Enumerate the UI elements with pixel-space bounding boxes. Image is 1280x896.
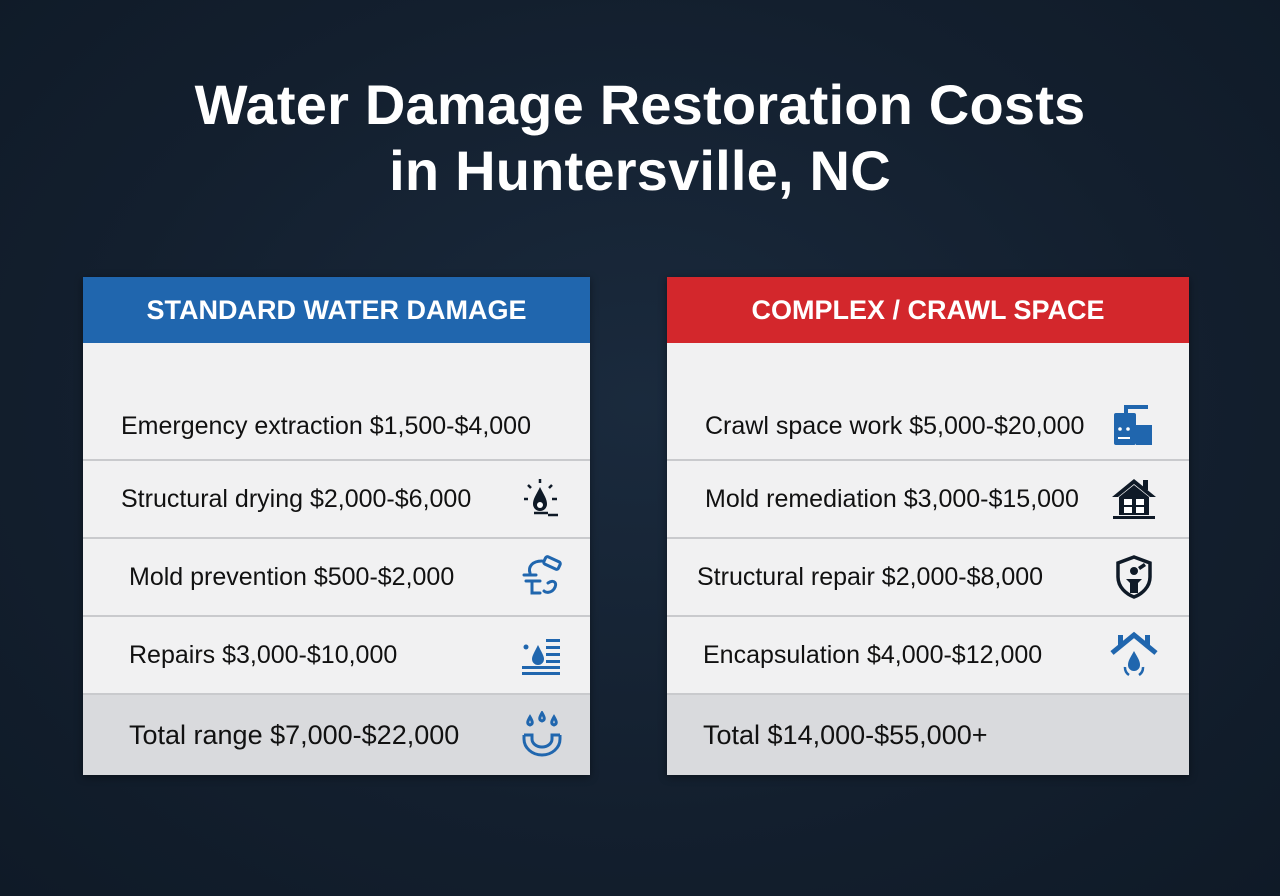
table-row: Emergency extraction $1,500-$4,000 [83, 343, 590, 461]
table-row-total: Total $14,000-$55,000+ [667, 695, 1189, 775]
table-row: Crawl space work $5,000-$20,000 [667, 343, 1189, 461]
flood-wall-icon [522, 639, 560, 675]
table-row: Mold prevention $500-$2,000 [83, 539, 590, 617]
table-row: Encapsulation $4,000-$12,000 [667, 617, 1189, 695]
drops-pipe-icon [522, 711, 562, 757]
standard-water-damage-card: STANDARD WATER DAMAGE Emergency extracti… [83, 277, 590, 775]
table-row-total: Total range $7,000-$22,000 [83, 695, 590, 775]
house-icon [1112, 479, 1156, 519]
row-label: Mold prevention $500-$2,000 [129, 562, 455, 591]
title-line-1: Water Damage Restoration Costs [194, 73, 1086, 136]
title-line-2: in Huntersville, NC [389, 139, 891, 202]
complex-header: COMPLEX / CRAWL SPACE [667, 277, 1189, 343]
row-label: Total range $7,000-$22,000 [129, 719, 460, 750]
row-label: Emergency extraction $1,500-$4,000 [121, 412, 531, 440]
row-label: Crawl space work $5,000-$20,000 [705, 412, 1085, 440]
complex-crawl-space-card: COMPLEX / CRAWL SPACE Crawl space work $… [667, 277, 1189, 775]
table-row: Structural repair $2,000-$8,000 [667, 539, 1189, 617]
row-label: Total $14,000-$55,000+ [703, 719, 988, 750]
table-row: Repairs $3,000-$10,000 [83, 617, 590, 695]
page-title: Water Damage Restoration Costs in Hunter… [0, 72, 1280, 204]
spray-hand-icon [522, 555, 562, 595]
water-drop-sun-icon [524, 479, 558, 517]
machine-icon [1114, 405, 1152, 445]
table-row: Structural drying $2,000-$6,000 [83, 461, 590, 539]
table-row: Mold remediation $3,000-$15,000 [667, 461, 1189, 539]
row-label: Structural drying $2,000-$6,000 [121, 484, 472, 513]
row-label: Mold remediation $3,000-$15,000 [705, 484, 1079, 513]
row-label: Structural repair $2,000-$8,000 [697, 562, 1044, 591]
standard-header: STANDARD WATER DAMAGE [83, 277, 590, 343]
roof-drop-icon [1110, 631, 1158, 677]
row-label: Repairs $3,000-$10,000 [129, 640, 398, 669]
shield-worker-icon [1116, 555, 1152, 599]
row-label: Encapsulation $4,000-$12,000 [703, 640, 1043, 669]
